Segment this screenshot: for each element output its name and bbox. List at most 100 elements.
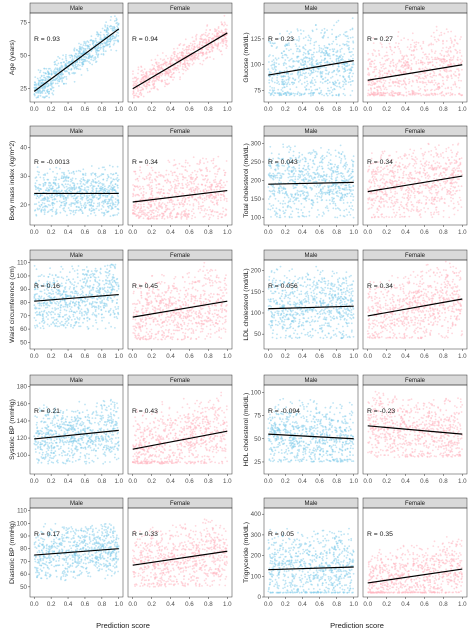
y-tick-label: 50 [20, 339, 27, 346]
x-tick-label: 0.2 [147, 229, 156, 236]
panel-frame [362, 259, 468, 350]
regression-line [132, 32, 228, 90]
regression-line [268, 60, 354, 76]
y-tick-label: 100 [251, 573, 262, 580]
point-cloud [131, 391, 229, 465]
y-tick-label: 90 [20, 286, 27, 293]
x-tick-label: 0.4 [401, 601, 410, 608]
x-tick-label: 0.2 [47, 601, 56, 608]
y-tick-label: 100 [251, 310, 262, 317]
point-cloud [267, 397, 355, 463]
y-tick-label: 110 [17, 260, 27, 267]
y-axis-title: Body mass index (kg/m^2) [9, 141, 16, 221]
x-tick-label: 0.2 [382, 229, 391, 236]
y-tick-label: 125 [251, 36, 262, 43]
x-tick-label: 0.6 [185, 106, 194, 113]
x-tick-label: 0.4 [166, 229, 175, 236]
y-tick-label: 150 [251, 196, 262, 203]
y-tick-label: 100 [17, 520, 28, 527]
x-tick-label: 0.6 [420, 106, 429, 113]
y-tick-label: 50 [254, 331, 261, 338]
point-cloud [366, 390, 464, 459]
x-tick-label: 0.2 [147, 353, 156, 360]
x-tick-label: 0.6 [81, 229, 90, 236]
x-tick-label: 0.4 [64, 353, 73, 360]
point-cloud [366, 25, 464, 97]
x-tick-label: 0.4 [401, 229, 410, 236]
x-tick-label: 0.6 [315, 353, 324, 360]
correlation-label: R = 0.043 [268, 159, 298, 166]
point-cloud [33, 164, 120, 218]
y-tick-label: 100 [251, 389, 262, 396]
x-tick-label: 0.0 [30, 229, 39, 236]
panel-frame [29, 12, 124, 103]
x-tick-label: 0.0 [264, 601, 273, 608]
correlation-label: R = -0.23 [367, 408, 395, 415]
x-tick-label: 1.0 [223, 478, 232, 485]
y-tick-label: 200 [251, 553, 262, 560]
x-tick-label: 0.6 [81, 601, 90, 608]
correlation-label: R = 0.05 [268, 531, 294, 538]
x-tick-label: 0.2 [47, 106, 56, 113]
chart-9: Diastolic BP (mmHg) 50 60 70 80 90 100 110 Male R… [9, 497, 233, 608]
point-cloud [33, 263, 120, 330]
facet-strip-label: Female [405, 129, 426, 135]
regression-line [367, 64, 463, 81]
facet-strip-label: Male [304, 501, 318, 507]
correlation-label: R = 0.34 [367, 283, 393, 290]
point-cloud [366, 260, 464, 340]
y-tick-label: 30 [20, 173, 27, 180]
y-tick-label: 160 [17, 401, 28, 408]
y-tick-label: 75 [254, 413, 261, 420]
point-cloud [131, 261, 228, 341]
x-tick-label: 0.0 [363, 353, 372, 360]
x-tick-label: 0.8 [98, 478, 107, 485]
x-tick-label: 0.2 [281, 353, 290, 360]
panel-frame [362, 12, 468, 103]
y-axis-title: Trigryceride (md/dL) [243, 522, 250, 583]
x-tick-label: 0.2 [147, 478, 156, 485]
point-cloud [33, 15, 120, 99]
chart-5: Waist circumference (cm) 50 60 70 80 90 100 110… [9, 249, 233, 360]
panel-frame [263, 259, 359, 350]
x-tick-label: 0.4 [401, 478, 410, 485]
correlation-label: R = 0.94 [132, 36, 158, 43]
y-tick-label: 180 [17, 384, 28, 391]
correlation-label: R = 0.056 [268, 283, 298, 290]
x-tick-label: 0.4 [401, 353, 410, 360]
panel-frame [127, 12, 233, 103]
y-tick-label: 200 [251, 178, 262, 185]
facet-strip-label: Male [70, 501, 84, 507]
x-tick-label: 0.6 [420, 478, 429, 485]
chart-1: Age (years) 25 50 75 Male R = 0.93 0.0 0.2 0.4 0.… [9, 2, 233, 113]
x-tick-label: 0.6 [315, 478, 324, 485]
x-tick-label: 0.0 [128, 106, 137, 113]
x-tick-label: 0.6 [81, 353, 90, 360]
point-cloud [132, 14, 229, 99]
panel-frame [362, 135, 468, 226]
panel-female: Female R = 0.35 0.0 0.2 0.4 0.6 0.8 1.0 [362, 497, 468, 608]
regression-line [367, 425, 463, 435]
point-cloud [366, 142, 464, 219]
panel-male: Male R = 0.043 0.0 0.2 0.4 0.6 0.8 1.0 [263, 125, 359, 236]
panel-female: Female R = 0.33 0.0 0.2 0.4 0.6 0.8 1.0 [127, 497, 233, 608]
correlation-label: R = 0.34 [367, 159, 393, 166]
panel-frame [362, 507, 468, 598]
x-tick-label: 0.2 [147, 601, 156, 608]
x-tick-label: 1.0 [114, 106, 123, 113]
facet-strip-label: Female [405, 501, 426, 507]
y-axis-title: Total cholesterol (md/dL) [243, 143, 250, 217]
x-axis-title-left: Prediction score [96, 621, 150, 630]
panel-frame [127, 135, 233, 226]
y-tick-label: 70 [20, 558, 27, 565]
y-tick-label: 110 [17, 508, 27, 515]
point-cloud [267, 265, 355, 340]
panel-frame [362, 384, 468, 475]
y-tick-label: 70 [20, 313, 27, 320]
x-tick-label: 0.0 [30, 478, 39, 485]
y-tick-label: 100 [251, 215, 262, 222]
x-tick-label: 0.6 [81, 106, 90, 113]
correlation-label: R = 0.16 [34, 283, 60, 290]
x-tick-label: 0.4 [64, 601, 73, 608]
